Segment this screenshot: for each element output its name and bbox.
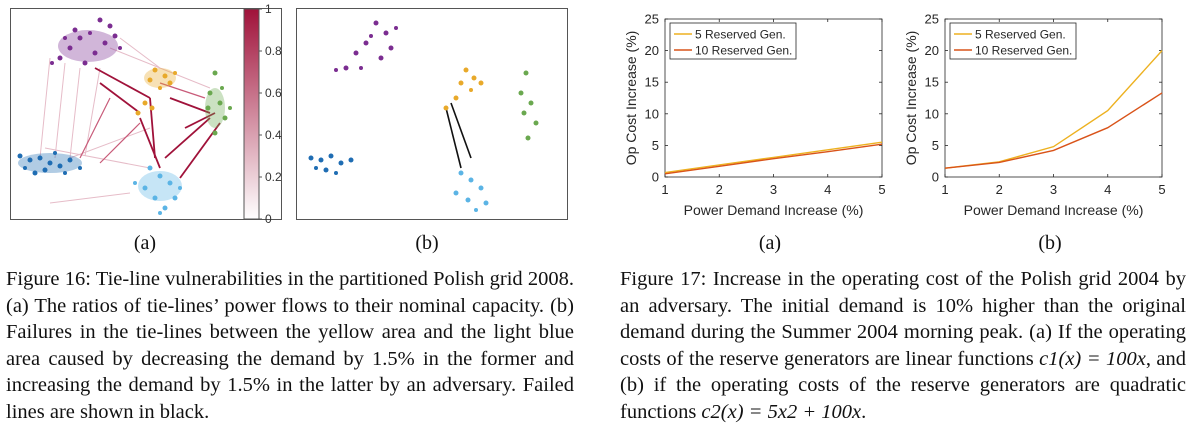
colorbar-tick-label: 0 — [265, 212, 272, 226]
fig17a-ytick-label: 20 — [645, 43, 659, 58]
fig17a-series-line-1 — [664, 141, 883, 174]
figure-17: 1 2 3 4 5 0 5 10 15 20 25 Power Demand Increase (%)… — [600, 0, 1200, 436]
fig17a-ytick-label: 15 — [645, 75, 659, 90]
fig17b-ytick-label: 10 — [925, 106, 939, 121]
fig17b-ytick-label: 25 — [925, 12, 939, 27]
figure-16: 1 0.8 0.6 0.4 0.2 0 — [0, 0, 590, 436]
fig17a-ytick-label: 5 — [652, 138, 659, 153]
fig16a-tie-lines-faint — [39, 37, 211, 204]
colorbar-ticks: 1 0.8 0.6 0.4 0.2 0 — [259, 4, 282, 226]
fig17-label-a: (a) — [758, 232, 782, 254]
fig16b-purple-cluster — [334, 20, 398, 72]
fig16-label-a: (a) — [133, 232, 157, 254]
fig17a-xtick-label: 1 — [661, 182, 668, 197]
colorbar-tick-label: 0.2 — [265, 170, 282, 184]
fig16b-dark-blue-cluster — [308, 153, 354, 175]
fig17b-chart: 1 2 3 4 5 0 5 10 15 20 25 Power Demand Increase (%)… — [903, 12, 1166, 219]
fig17b-xlabel: Power Demand Increase (%) — [964, 202, 1144, 218]
fig17a-legend-label-2: 10 Reserved Gen. — [695, 44, 792, 58]
fig17b-ytick-label: 20 — [925, 43, 939, 58]
fig17a-chart: 1 2 3 4 5 0 5 10 15 20 25 Power Demand Increase (%)… — [623, 12, 886, 219]
fig16b-failed-lines — [445, 102, 472, 169]
fig17b-xtick-label: 1 — [941, 182, 948, 197]
fig17a-ylabel: Op Cost Increase (%) — [623, 31, 639, 166]
fig17a-xtick-label: 3 — [770, 182, 777, 197]
fig17-caption-period: . — [861, 400, 867, 423]
fig17b-legend-label-2: 10 Reserved Gen. — [975, 44, 1072, 58]
colorbar-tick-label: 0.8 — [265, 44, 282, 58]
fig17a-series-line-2 — [664, 143, 883, 175]
fig16a-tie-lines-strong — [94, 67, 221, 179]
fig17b-ylabel: Op Cost Increase (%) — [903, 31, 919, 166]
fig17b-xtick-label: 3 — [1050, 182, 1057, 197]
fig17-eq-linear: c1(x) = 100x — [1039, 347, 1146, 370]
fig17a-xlabel: Power Demand Increase (%) — [684, 202, 864, 218]
fig16a-network-map — [10, 8, 282, 220]
fig16a-yellow-cluster — [135, 67, 177, 116]
fig16b-green-cluster — [518, 70, 539, 141]
fig17b-xtick-label: 4 — [1104, 182, 1111, 197]
fig16a-green-cluster — [205, 70, 232, 136]
fig17-caption-mid: , and (b) if the operating costs of the … — [620, 347, 1186, 423]
fig16a-colorbar: 1 0.8 0.6 0.4 0.2 0 — [243, 4, 282, 226]
fig16a-light-blue-cluster — [133, 165, 182, 215]
fig17-eq-quadratic: c2(x) = 5x2 + 100x — [701, 400, 862, 423]
fig17b-ytick-label: 5 — [932, 138, 939, 153]
fig17-caption-text: Figure 17: Increase in the operating cos… — [620, 268, 1186, 370]
fig17a-ytick-label: 10 — [645, 106, 659, 121]
fig17b-series-line-2 — [944, 92, 1163, 169]
fig16a-tie-lines-medium — [79, 82, 206, 164]
fig17b-legend-label-1: 5 Reserved Gen. — [975, 28, 1066, 42]
fig17b-ytick-label: 0 — [932, 170, 939, 185]
fig17b-legend-box — [949, 22, 1077, 60]
fig16b-yellow-cluster — [443, 67, 484, 111]
fig17a-xtick-label: 4 — [824, 182, 831, 197]
fig17-caption: Figure 17: Increase in the operating cos… — [620, 266, 1186, 425]
fig17-label-b: (b) — [1038, 232, 1062, 254]
fig16b-light-blue-cluster — [453, 170, 489, 212]
fig17a-ytick-label: 25 — [645, 12, 659, 27]
colorbar-tick-label: 0.4 — [265, 128, 282, 142]
fig17b-xtick-label: 2 — [996, 182, 1003, 197]
fig17a-legend-label-1: 5 Reserved Gen. — [695, 28, 786, 42]
fig17b-xtick-label: 5 — [1158, 182, 1165, 197]
fig16a-dark-blue-cluster — [17, 151, 82, 176]
fig16b-network-map — [296, 8, 568, 220]
fig17a-ytick-label: 0 — [652, 170, 659, 185]
colorbar-tick-label: 0.6 — [265, 86, 282, 100]
colorbar-tick-label: 1 — [265, 4, 272, 16]
fig16a-purple-cluster — [50, 17, 122, 66]
fig17b-ytick-label: 15 — [925, 75, 939, 90]
fig17a-xtick-label: 2 — [716, 182, 723, 197]
fig16-caption: Figure 16: Tie-line vulnerabilities in t… — [6, 268, 574, 423]
fig16-label-b: (b) — [415, 232, 439, 254]
fig17a-xtick-label: 5 — [878, 182, 885, 197]
fig17a-legend-box — [669, 22, 797, 60]
